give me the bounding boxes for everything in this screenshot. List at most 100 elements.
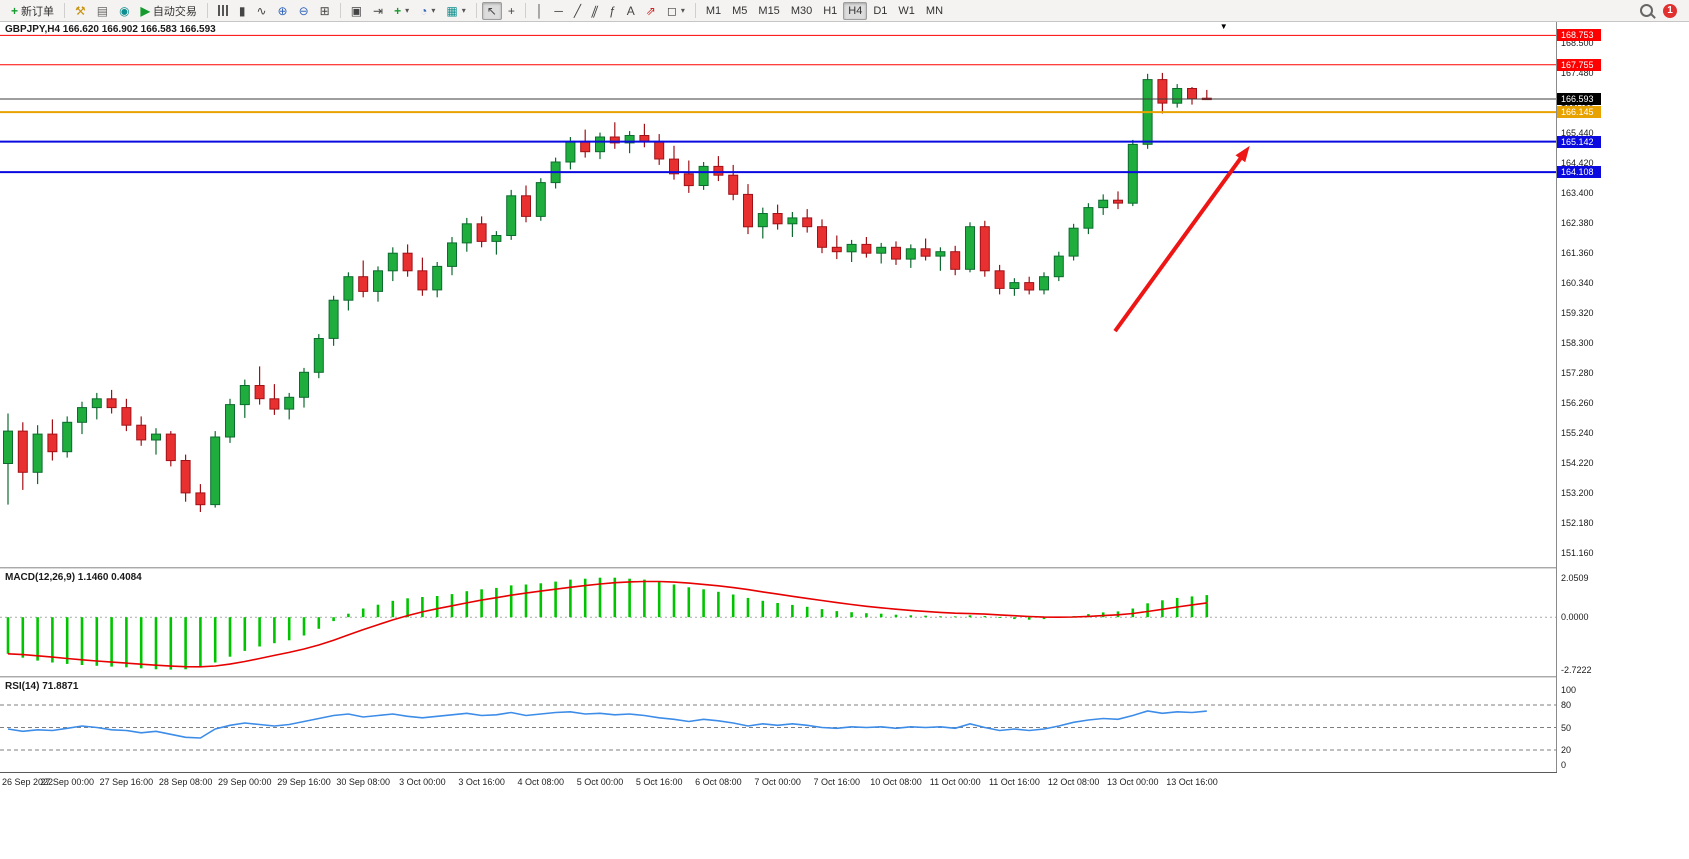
time-axis-label: 12 Oct 08:00 bbox=[1047, 777, 1100, 787]
pane-splitter[interactable] bbox=[0, 567, 1606, 569]
text-tool-button[interactable]: A bbox=[622, 2, 640, 20]
time-axis-label: 7 Oct 00:00 bbox=[754, 777, 801, 787]
horizontal-line-tool-button[interactable]: ─ bbox=[549, 2, 568, 20]
time-axis-label: 13 Oct 00:00 bbox=[1107, 777, 1159, 787]
notification-badge[interactable]: 1 bbox=[1663, 3, 1677, 18]
time-axis-label: 28 Sep 08:00 bbox=[158, 777, 213, 787]
rsi-scale-label: 50 bbox=[1561, 722, 1572, 733]
price-axis[interactable]: 168.500167.480166.460165.440164.420163.4… bbox=[1557, 22, 1606, 794]
news-button[interactable]: ◉ bbox=[114, 2, 134, 20]
period-button-mn[interactable]: MN bbox=[921, 2, 948, 20]
line-chart-button[interactable]: ∿ bbox=[251, 2, 271, 20]
macd-pane[interactable]: MACD(12,26,9) 1.1460 0.4084 bbox=[0, 570, 1557, 676]
period-button-m15[interactable]: M15 bbox=[753, 2, 784, 20]
templates-button[interactable]: ▦ ▾ bbox=[441, 2, 470, 20]
toolbar: + 新订单 ⚒ ▤ ◉ ▶ 自动交易 ▮ ∿ ⊕ ⊖ ⊞ ▣ ⇥ + ▾ ◔ bbox=[0, 0, 1689, 22]
rsi-pane[interactable]: RSI(14) 71.8871 bbox=[0, 679, 1557, 772]
time-axis-label: 7 Oct 16:00 bbox=[813, 777, 861, 787]
price-tag: 166.593 bbox=[1557, 92, 1601, 105]
crosshair-icon: + bbox=[507, 3, 515, 18]
indicators-button[interactable]: + ▾ bbox=[389, 2, 414, 20]
time-axis-label: 5 Oct 16:00 bbox=[635, 777, 683, 787]
time-axis-label: 3 Oct 00:00 bbox=[399, 777, 446, 787]
autotrading-button[interactable]: ▶ 自动交易 bbox=[136, 2, 202, 20]
price-tag: 165.142 bbox=[1557, 135, 1601, 148]
ohlc-bars-chart-button[interactable] bbox=[213, 2, 233, 20]
price-chart-canvas[interactable] bbox=[0, 22, 1557, 567]
arrows-tool-icon: ⇗ bbox=[645, 3, 656, 18]
cursor-icon: ↖ bbox=[486, 3, 497, 18]
vertical-line-tool-button[interactable]: │ bbox=[531, 2, 549, 20]
zoom-out-button[interactable]: ⊖ bbox=[294, 2, 314, 20]
toolbar-separator bbox=[64, 3, 66, 18]
cursor-tool-button[interactable]: ↖ bbox=[481, 1, 502, 20]
time-axis-label: 29 Sep 00:00 bbox=[218, 777, 272, 787]
candlestick-icon: ▮ bbox=[238, 3, 246, 18]
print-button[interactable]: ▤ bbox=[92, 2, 113, 20]
time-axis-label: 29 Sep 16:00 bbox=[277, 777, 331, 787]
new-order-button[interactable]: + 新订单 bbox=[6, 2, 59, 20]
periods-dropdown-button[interactable]: ◔ ▾ bbox=[415, 2, 440, 20]
autotrading-icon: ▶ bbox=[140, 3, 150, 18]
macd-signal-line bbox=[7, 580, 1207, 668]
candlestick-chart-button[interactable]: ▮ bbox=[234, 2, 251, 20]
price-tag: 164.108 bbox=[1557, 166, 1601, 179]
time-axis-label: 30 Sep 08:00 bbox=[336, 777, 390, 787]
period-button-m5[interactable]: M5 bbox=[727, 2, 752, 20]
shapes-tool-button[interactable]: ◻ ▾ bbox=[662, 2, 690, 20]
rsi-line bbox=[7, 710, 1207, 739]
channel-tool-button[interactable]: ∥ bbox=[587, 2, 603, 20]
chart-shift-button[interactable]: ⇥ bbox=[368, 2, 388, 20]
macd-scale-label: 0.0000 bbox=[1561, 612, 1589, 623]
price-chart-pane[interactable]: GBPJPY,H4 166.620 166.902 166.583 166.59… bbox=[0, 22, 1557, 567]
period-button-h1[interactable]: H1 bbox=[818, 2, 842, 20]
tile-windows-button[interactable]: ⊞ bbox=[315, 2, 335, 20]
period-button-w1[interactable]: W1 bbox=[893, 2, 920, 20]
toolbar-separator bbox=[694, 3, 696, 18]
rsi-canvas[interactable] bbox=[0, 679, 1557, 772]
period-button-m1[interactable]: M1 bbox=[701, 2, 726, 20]
price-axis-label: 165.440 bbox=[1561, 127, 1594, 138]
trendline-icon: ╱ bbox=[573, 3, 582, 18]
auto-arrange-icon: ▣ bbox=[350, 3, 363, 18]
tile-windows-icon: ⊞ bbox=[319, 3, 330, 18]
arrow-head bbox=[1235, 145, 1250, 163]
new-order-icon: + bbox=[11, 3, 19, 18]
metaeditor-icon: ⚒ bbox=[75, 3, 86, 18]
time-axis-label: 3 Oct 16:00 bbox=[458, 777, 505, 787]
price-axis-label: 156.260 bbox=[1561, 397, 1594, 408]
horizontal-line-icon: ─ bbox=[554, 3, 563, 18]
macd-histogram bbox=[6, 577, 1209, 670]
period-button-h4[interactable]: H4 bbox=[843, 1, 868, 20]
rsi-scale-label: 100 bbox=[1561, 685, 1577, 695]
time-axis[interactable]: 26 Sep 2022 27 Sep 00:00 27 Sep 16:00 28 Se… bbox=[0, 774, 1557, 792]
auto-arrange-button[interactable]: ▣ bbox=[346, 2, 367, 20]
period-button-d1[interactable]: D1 bbox=[868, 2, 892, 20]
shapes-icon: ◻ bbox=[666, 3, 677, 18]
channel-icon: ∥ bbox=[589, 3, 601, 18]
ohlc-bars-icon bbox=[217, 5, 228, 16]
rsi-scale-label: 20 bbox=[1561, 745, 1572, 755]
price-axis-label: 164.420 bbox=[1561, 157, 1594, 168]
price-tag: 167.755 bbox=[1557, 58, 1601, 71]
macd-canvas[interactable] bbox=[0, 570, 1557, 676]
toolbar-separator bbox=[339, 3, 341, 18]
candles-layer bbox=[3, 72, 1212, 512]
trend-arrow-annotation[interactable] bbox=[1113, 152, 1246, 333]
chevron-down-icon: ▾ bbox=[461, 6, 466, 15]
rsi-scale-label: 80 bbox=[1561, 700, 1572, 710]
pane-splitter[interactable] bbox=[0, 676, 1606, 678]
trendline-tool-button[interactable]: ╱ bbox=[569, 2, 586, 20]
price-axis-label: 161.360 bbox=[1561, 247, 1594, 258]
arrows-tool-button[interactable]: ⇗ bbox=[641, 2, 661, 20]
period-button-m30[interactable]: M30 bbox=[786, 2, 817, 20]
macd-scale-label: 2.0509 bbox=[1561, 572, 1589, 583]
crosshair-tool-button[interactable]: + bbox=[503, 2, 520, 20]
fibonacci-tool-button[interactable]: ƒ bbox=[604, 2, 621, 20]
metaeditor-button[interactable]: ⚒ bbox=[70, 2, 91, 20]
zoom-in-button[interactable]: ⊕ bbox=[273, 2, 293, 20]
clock-icon: ◔ bbox=[420, 3, 428, 18]
search-icon[interactable] bbox=[1640, 4, 1653, 17]
time-axis-label: 11 Oct 00:00 bbox=[929, 777, 981, 787]
chevron-down-icon: ▾ bbox=[680, 6, 685, 15]
